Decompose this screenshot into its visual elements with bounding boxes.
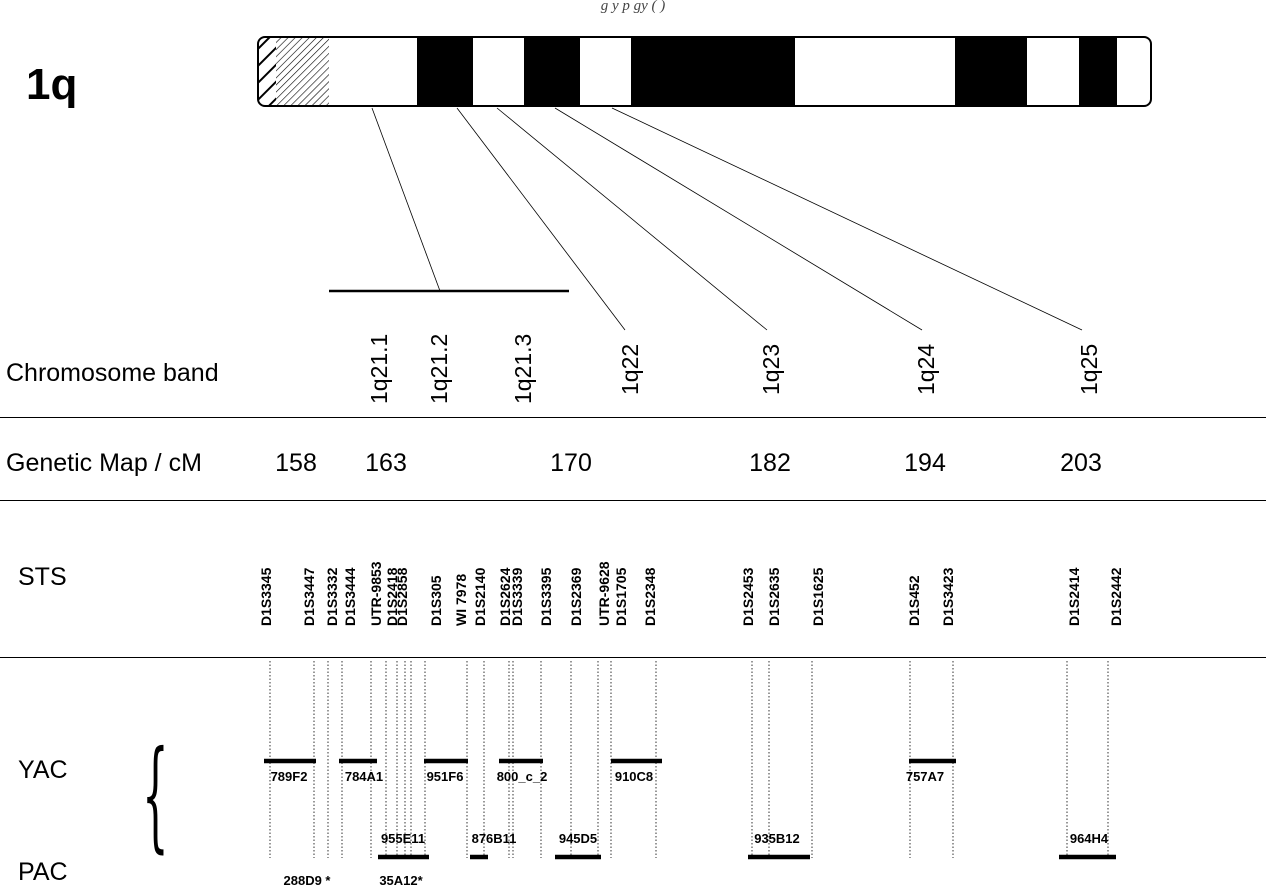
- ideogram-band: [329, 37, 417, 106]
- sts-marker: D1S3345: [258, 567, 274, 626]
- row-divider: [0, 417, 1266, 418]
- caption-header: g y p gy ( ): [600, 0, 666, 14]
- yac-clone-label: 789F2: [270, 769, 308, 784]
- sts-marker: UTR-9853: [368, 561, 384, 626]
- sts-marker: D1S2414: [1066, 567, 1082, 626]
- yac-pac-brace: {: [142, 726, 169, 865]
- pac-clone-label: 35A12*: [379, 873, 423, 888]
- row-label-yac: YAC: [18, 756, 68, 784]
- yac-clone-label: 757A7: [905, 769, 945, 784]
- sts-marker: D1S3423: [940, 567, 956, 626]
- pac-clone-label: 288D9 *: [283, 873, 331, 888]
- connector-line: [456, 107, 626, 331]
- band-label: 1q23: [758, 343, 784, 395]
- sts-marker: D1S2442: [1108, 567, 1124, 626]
- sts-marker: D1S305: [428, 575, 444, 626]
- ideogram-band: [1079, 37, 1117, 106]
- chromosome-outline: [257, 36, 1152, 107]
- sts-marker: D1S3395: [538, 567, 554, 626]
- sts-marker: D1S3444: [342, 567, 358, 626]
- connector-line: [371, 107, 441, 292]
- cm-value: 203: [1060, 449, 1102, 477]
- sts-marker: D1S3332: [324, 567, 340, 626]
- chromosome-arm-label: 1q: [26, 60, 78, 109]
- cm-value: 182: [749, 449, 791, 477]
- connector-line: [554, 107, 923, 331]
- cm-value: 170: [550, 449, 592, 477]
- sts-marker: D1S2369: [568, 567, 584, 626]
- sts-marker: D1S2858: [394, 567, 410, 626]
- band-label: 1q22: [617, 343, 643, 395]
- sts-marker: D1S2453: [740, 567, 756, 626]
- connector-line: [611, 107, 1083, 331]
- ideogram-band: [417, 37, 473, 106]
- sts-marker: D1S3447: [301, 567, 317, 626]
- row-divider: [0, 657, 1266, 658]
- yac-clone-label: 910C8: [614, 769, 654, 784]
- cm-value: 194: [904, 449, 946, 477]
- band-label: 1q21.2: [426, 333, 452, 404]
- ideogram-band: [276, 37, 329, 106]
- sts-marker: D1S1625: [810, 567, 826, 626]
- ideogram-band: [1117, 37, 1151, 106]
- cm-value: 163: [365, 449, 407, 477]
- ideogram-band: [258, 37, 276, 106]
- ideogram-band: [524, 37, 580, 106]
- ideogram-band: [473, 37, 524, 106]
- row-label-sts: STS: [18, 563, 67, 591]
- sts-marker: D1S2140: [472, 567, 488, 626]
- pac-clone-label: 935B12: [754, 831, 800, 846]
- cm-value: 158: [275, 449, 317, 477]
- pac-clone-label: 964H4: [1069, 831, 1109, 846]
- row-label-pac: PAC: [18, 858, 68, 886]
- ideogram-band: [631, 37, 795, 106]
- ideogram-band: [955, 37, 1027, 106]
- connector-line: [496, 107, 768, 331]
- band-label: 1q24: [913, 343, 939, 395]
- yac-clone-label: 784A1: [344, 769, 384, 784]
- ideogram-band: [1027, 37, 1079, 106]
- ideogram-band: [795, 37, 955, 106]
- row-label-genetic-map: Genetic Map / cM: [6, 449, 202, 477]
- sts-marker: D1S3339: [509, 567, 525, 626]
- sts-marker: D1S2348: [642, 567, 658, 626]
- band-label: 1q21.1: [366, 333, 392, 404]
- yac-clone-label: 800_c_2: [496, 769, 548, 784]
- pac-clone-label: 876B11: [471, 831, 517, 846]
- sts-marker: D1S452: [906, 575, 922, 626]
- pac-clone-label: 945D5: [558, 831, 598, 846]
- ideogram-band: [580, 37, 631, 106]
- row-label-chromosome-band: Chromosome band: [6, 359, 219, 387]
- band-label: 1q25: [1076, 343, 1102, 395]
- sts-marker: UTR-9628: [596, 561, 612, 626]
- sts-marker: D1S2635: [766, 567, 782, 626]
- row-divider: [0, 500, 1266, 501]
- sts-marker: WI 7978: [453, 573, 469, 626]
- yac-clone-label: 951F6: [426, 769, 464, 784]
- pac-clone-label: 955E11: [380, 831, 426, 846]
- band-label: 1q21.3: [510, 333, 536, 404]
- sts-marker: D1S1705: [613, 567, 629, 626]
